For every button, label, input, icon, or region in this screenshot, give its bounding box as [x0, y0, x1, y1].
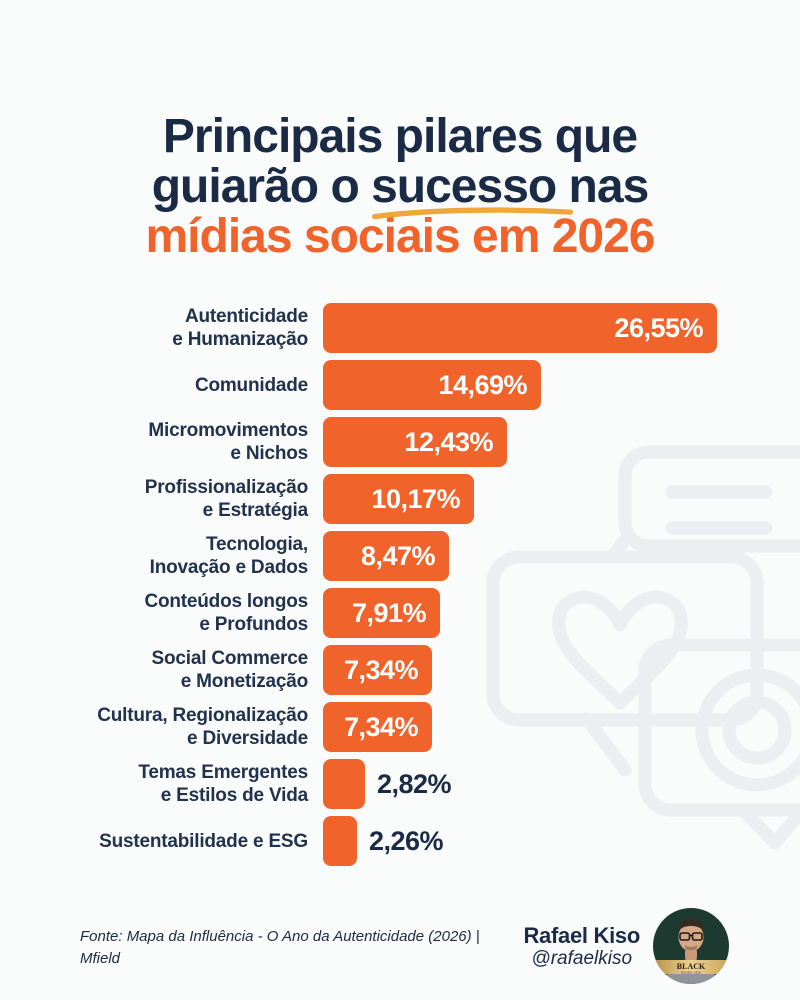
source-note: Fonte: Mapa da Influência - O Ano da Aut…: [80, 926, 480, 970]
chart-row: Conteúdos longos e Profundos 7,91%: [0, 588, 800, 638]
bar: 7,91%: [323, 588, 440, 638]
title-line-2: guiarão o sucesso nas: [0, 160, 800, 220]
chart-row: Cultura, Regionalização e Diversidade 7,34…: [0, 702, 800, 752]
avatar-gold-band: [653, 960, 729, 974]
author-block: Rafael Kiso @rafaelkiso: [523, 908, 729, 984]
bar-value: 7,34%: [343, 654, 419, 685]
avatar-face: [678, 922, 704, 952]
bar-label: Social Commerce e Monetização: [151, 648, 309, 692]
bar-label: Cultura, Regionalização e Diversidade: [97, 705, 308, 749]
chart-row: Tecnologia, Inovação e Dados 8,47%: [0, 531, 800, 581]
text-bubble-icon: [618, 445, 800, 553]
chart-row: Autenticidade e Humanização 26,55%: [0, 303, 800, 353]
bar-value: 2,82%: [377, 768, 452, 799]
page-title: Principais pilares que guiarão o sucesso…: [0, 112, 800, 262]
author-avatar: BLACK DA DÉCADA: [653, 908, 729, 984]
bar-label: Tecnologia, Inovação e Dados: [149, 534, 309, 578]
bar-track: 2,26%: [323, 816, 800, 866]
bar-label: Profissionalização e Estratégia: [144, 477, 308, 521]
bar-track: 7,34%: [323, 645, 800, 695]
title-line-2-post: nas: [556, 160, 650, 213]
bar-value: 14,69%: [438, 369, 527, 400]
bar-track: 7,91%: [323, 588, 800, 638]
bar-label: Conteúdos longos e Profundos: [144, 591, 308, 635]
avatar-hair: [678, 918, 704, 933]
heart-icon: [552, 590, 688, 710]
bar-value: 10,17%: [371, 483, 460, 514]
glasses-icon: [679, 932, 703, 941]
chart-row: Temas Emergentes e Estilos de Vida 2,82%: [0, 759, 800, 809]
heart-bubble-tail-icon: [580, 712, 632, 777]
chart-row: Comunidade 14,69%: [0, 360, 800, 410]
bar: 7,34%: [323, 645, 432, 695]
underline-swoosh-icon: [372, 207, 574, 220]
underlined-word: sucesso: [371, 160, 574, 220]
bar-value: 12,43%: [404, 426, 493, 457]
bar-label: Autenticidade e Humanização: [172, 306, 308, 350]
source-line-2: Mfield: [80, 950, 121, 967]
bar-label: Comunidade: [194, 374, 308, 396]
title-line-2-pre: guiarão o: [151, 160, 372, 213]
bar-value: 7,34%: [343, 711, 419, 742]
bar: [323, 816, 357, 866]
chart-row: Micromovimentos e Nichos 12,43%: [0, 417, 800, 467]
bar-label: Temas Emergentes e Estilos de Vida: [138, 762, 308, 806]
smiley-inner-circle-icon: [722, 695, 792, 765]
smiley-outer-circle-icon: [695, 668, 800, 792]
author-handle: @rafaelkiso: [531, 947, 633, 969]
bar-track: 10,17%: [323, 474, 800, 524]
avatar-beard: [685, 945, 697, 951]
author-text: Rafael Kiso @rafaelkiso: [523, 923, 640, 970]
bar: 12,43%: [323, 417, 507, 467]
bar-track: 26,55%: [323, 303, 800, 353]
bar-track: 8,47%: [323, 531, 800, 581]
bar-value: 26,55%: [614, 312, 703, 343]
bar: 10,17%: [323, 474, 474, 524]
chart-row: Profissionalização e Estratégia 10,17%: [0, 474, 800, 524]
title-line-3: mídias sociais em 2026: [145, 210, 656, 263]
bar-label: Sustentabilidade e ESG: [99, 830, 308, 852]
title-line-1: Principais pilares que: [162, 110, 638, 163]
bar-track: 2,82%: [323, 759, 800, 809]
bar: 8,47%: [323, 531, 449, 581]
chart-row: Social Commerce e Monetização 7,34%: [0, 645, 800, 695]
source-line-1: Fonte: Mapa da Influência - O Ano da Aut…: [80, 928, 480, 945]
bar: 7,34%: [323, 702, 432, 752]
bar-label: Micromovimentos e Nichos: [148, 420, 308, 464]
bar-value: 8,47%: [360, 540, 436, 571]
bar: [323, 759, 365, 809]
bar-value: 7,91%: [351, 597, 427, 628]
bar: 26,55%: [323, 303, 717, 353]
smiley-bubble-tail-icon: [736, 803, 800, 850]
author-name: Rafael Kiso: [523, 922, 640, 948]
avatar-neck: [685, 948, 697, 961]
chat-bubbles-watermark-icon: [486, 445, 800, 850]
bar: 14,69%: [323, 360, 541, 410]
bar-track: 7,34%: [323, 702, 800, 752]
bar-track: 12,43%: [323, 417, 800, 467]
bar-chart: Autenticidade e Humanização 26,55% Comunida…: [0, 303, 800, 866]
bar-value: 2,26%: [369, 825, 444, 856]
avatar-badge-title: BLACK: [677, 962, 706, 971]
chart-row: Sustentabilidade e ESG 2,26%: [0, 816, 800, 866]
underlined-word-text: sucesso: [371, 160, 557, 213]
bar-track: 14,69%: [323, 360, 800, 410]
avatar-badge-subtitle: DA DÉCADA: [681, 969, 701, 974]
